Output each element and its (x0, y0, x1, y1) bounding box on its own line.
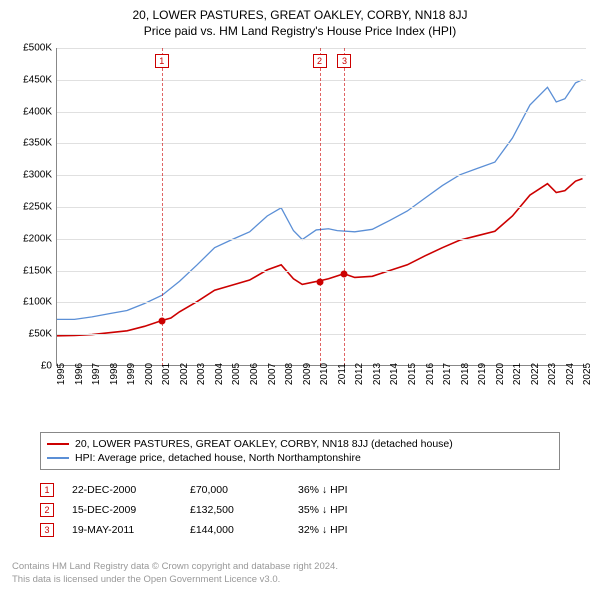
x-tick-label: 2007 (267, 363, 278, 385)
marker-price: £70,000 (190, 484, 280, 496)
sale-marker-box: 1 (155, 54, 169, 68)
x-tick-label: 2013 (372, 363, 383, 385)
x-tick-label: 2021 (512, 363, 523, 385)
marker-date: 15-DEC-2009 (72, 504, 172, 516)
x-tick-label: 1997 (91, 363, 102, 385)
y-tick-label: £450K (23, 74, 52, 85)
chart-subtitle: Price paid vs. HM Land Registry's House … (0, 22, 600, 44)
x-tick-label: 2001 (161, 363, 172, 385)
marker-num-box: 1 (40, 483, 54, 497)
gridline (57, 207, 586, 208)
chart-area: £0 £50K £100K £150K £200K £250K £300K £350K £400… (12, 48, 588, 398)
legend-swatch (47, 443, 69, 446)
y-tick-label: £300K (23, 170, 52, 181)
x-axis: 1995199619971998199920002001200220032004… (56, 368, 586, 398)
x-tick-label: 2002 (179, 363, 190, 385)
x-tick-label: 2006 (249, 363, 260, 385)
sale-marker-box: 3 (337, 54, 351, 68)
y-tick-label: £250K (23, 202, 52, 213)
legend-item: 20, LOWER PASTURES, GREAT OAKLEY, CORBY,… (47, 437, 553, 451)
gridline (57, 48, 586, 49)
marker-delta: 35% ↓ HPI (298, 504, 388, 516)
x-tick-label: 1996 (74, 363, 85, 385)
plot-area: 1 23 (56, 48, 586, 366)
gridline (57, 143, 586, 144)
x-tick-label: 2025 (582, 363, 593, 385)
x-tick-label: 2020 (495, 363, 506, 385)
sale-point (341, 271, 348, 278)
x-tick-label: 2000 (144, 363, 155, 385)
sale-point (316, 278, 323, 285)
sale-point (158, 318, 165, 325)
y-tick-label: £400K (23, 106, 52, 117)
x-tick-label: 1995 (56, 363, 67, 385)
y-tick-label: £50K (29, 329, 52, 340)
footer-line: Contains HM Land Registry data © Crown c… (12, 561, 588, 573)
y-tick-label: £0 (41, 361, 52, 372)
x-tick-label: 2011 (337, 363, 348, 385)
legend-swatch (47, 457, 69, 460)
gridline (57, 271, 586, 272)
gridline (57, 80, 586, 81)
footer-line: This data is licensed under the Open Gov… (12, 574, 588, 586)
marker-delta: 32% ↓ HPI (298, 524, 388, 536)
x-tick-label: 2015 (407, 363, 418, 385)
x-tick-label: 2024 (565, 363, 576, 385)
gridline (57, 112, 586, 113)
x-tick-label: 2019 (477, 363, 488, 385)
x-tick-label: 2016 (425, 363, 436, 385)
marker-num-box: 3 (40, 523, 54, 537)
x-tick-label: 2023 (547, 363, 558, 385)
x-tick-label: 2022 (530, 363, 541, 385)
x-tick-label: 2003 (196, 363, 207, 385)
y-tick-label: £500K (23, 43, 52, 54)
gridline (57, 334, 586, 335)
gridline (57, 302, 586, 303)
marker-row: 1 22-DEC-2000 £70,000 36% ↓ HPI (40, 480, 560, 500)
legend: 20, LOWER PASTURES, GREAT OAKLEY, CORBY,… (40, 432, 560, 470)
footer: Contains HM Land Registry data © Crown c… (12, 561, 588, 586)
x-tick-label: 2018 (460, 363, 471, 385)
sale-marker-line (320, 48, 321, 366)
marker-row: 3 19-MAY-2011 £144,000 32% ↓ HPI (40, 520, 560, 540)
x-tick-label: 2017 (442, 363, 453, 385)
x-tick-label: 2009 (302, 363, 313, 385)
marker-price: £132,500 (190, 504, 280, 516)
marker-date: 19-MAY-2011 (72, 524, 172, 536)
x-tick-label: 2014 (389, 363, 400, 385)
markers-table: 1 22-DEC-2000 £70,000 36% ↓ HPI 2 15-DEC-2009… (40, 480, 560, 540)
gridline (57, 239, 586, 240)
y-axis: £0£50K£100K£150K£200K£250K£300K£350K£400… (12, 48, 56, 366)
x-tick-label: 2012 (354, 363, 365, 385)
x-tick-label: 1999 (126, 363, 137, 385)
chart-title: 20, LOWER PASTURES, GREAT OAKLEY, CORBY,… (0, 0, 600, 22)
x-tick-label: 2010 (319, 363, 330, 385)
marker-price: £144,000 (190, 524, 280, 536)
marker-num-box: 2 (40, 503, 54, 517)
x-tick-label: 1998 (109, 363, 120, 385)
sale-marker-box: 2 (313, 54, 327, 68)
y-tick-label: £350K (23, 138, 52, 149)
x-tick-label: 2004 (214, 363, 225, 385)
gridline (57, 175, 586, 176)
legend-label: HPI: Average price, detached house, Nort… (75, 452, 361, 464)
legend-item: HPI: Average price, detached house, Nort… (47, 451, 553, 465)
y-tick-label: £150K (23, 265, 52, 276)
y-tick-label: £200K (23, 233, 52, 244)
marker-row: 2 15-DEC-2009 £132,500 35% ↓ HPI (40, 500, 560, 520)
x-tick-label: 2008 (284, 363, 295, 385)
legend-label: 20, LOWER PASTURES, GREAT OAKLEY, CORBY,… (75, 438, 453, 450)
sale-marker-line (344, 48, 345, 366)
x-tick-label: 2005 (231, 363, 242, 385)
marker-delta: 36% ↓ HPI (298, 484, 388, 496)
y-tick-label: £100K (23, 297, 52, 308)
marker-date: 22-DEC-2000 (72, 484, 172, 496)
